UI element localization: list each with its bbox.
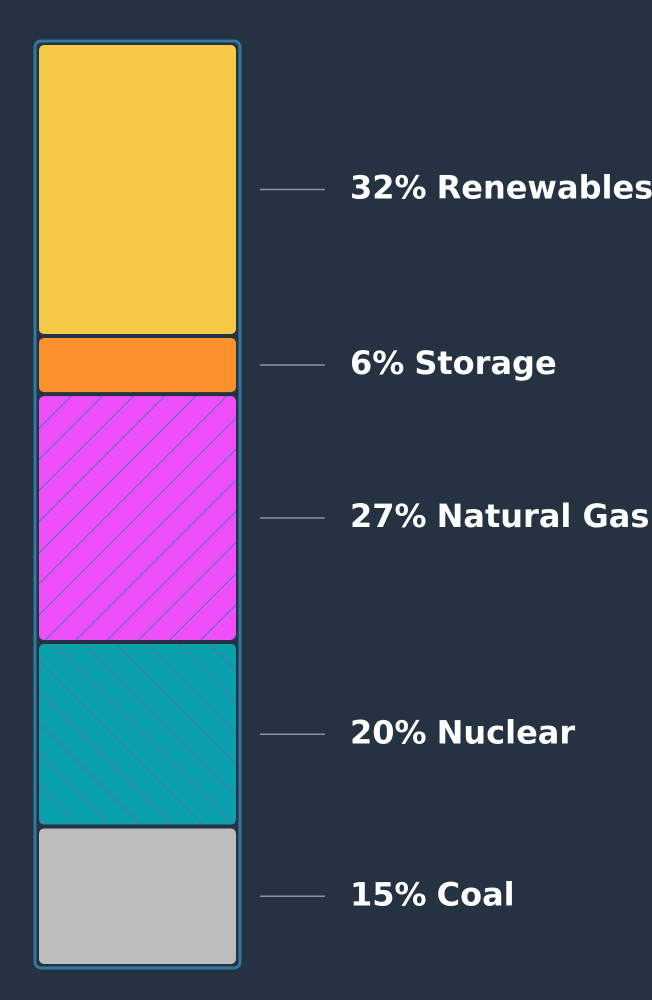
segment-label: 6% Storage	[350, 344, 557, 382]
bar-segment	[39, 396, 236, 640]
category-label: Renewables	[437, 168, 652, 206]
segment-label: 27% Natural Gas	[350, 497, 649, 535]
bar-segment	[39, 45, 236, 334]
segment-label: 32% Renewables	[350, 168, 652, 206]
value-label: 27%	[350, 497, 427, 535]
category-label: Natural Gas	[437, 497, 650, 535]
bar-segment	[39, 643, 236, 825]
category-label: Coal	[437, 875, 515, 913]
segment-label: 20% Nuclear	[350, 713, 575, 751]
value-label: 20%	[350, 713, 427, 751]
category-label: Nuclear	[437, 713, 576, 751]
bar-segment	[39, 337, 236, 393]
value-label: 15%	[350, 875, 427, 913]
value-label: 6%	[350, 344, 404, 382]
value-label: 32%	[350, 168, 427, 206]
segment-label: 15% Coal	[350, 875, 515, 913]
bar-segment	[39, 828, 236, 964]
category-label: Storage	[414, 344, 556, 382]
